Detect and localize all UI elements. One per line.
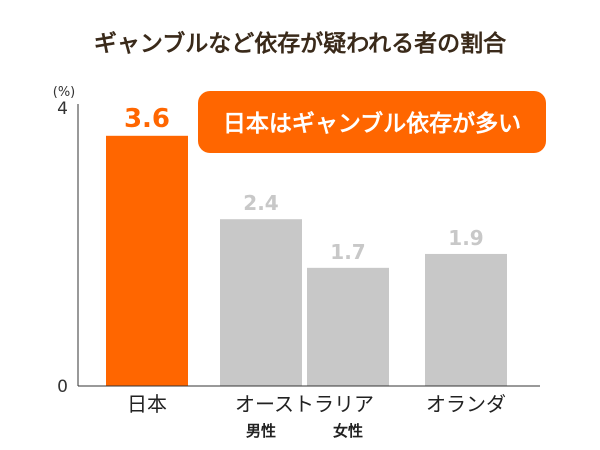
bar (106, 135, 188, 386)
x-sub-label: 女性 (333, 422, 363, 440)
bar (220, 219, 302, 386)
y-axis-unit: (%) (53, 85, 76, 100)
y-tick-label: 0 (57, 377, 68, 397)
callout-box: 日本はギャンブル依存が多い (198, 91, 546, 153)
bar (425, 253, 507, 386)
value-label: 1.9 (448, 226, 483, 250)
callout-text: 日本はギャンブル依存が多い (223, 110, 521, 137)
bar (307, 267, 389, 386)
value-label: 2.4 (243, 191, 278, 215)
value-label: 3.6 (124, 104, 170, 134)
x-tick-label: 日本 (127, 392, 167, 416)
y-tick-label: 4 (57, 99, 68, 119)
chart-title: ギャンブルなど依存が疑われる者の割合 (94, 30, 507, 57)
x-tick-label: オーストラリア (235, 392, 374, 416)
x-tick-label: オランダ (426, 392, 506, 416)
x-sub-label: 男性 (246, 422, 276, 440)
value-label: 1.7 (330, 240, 365, 264)
